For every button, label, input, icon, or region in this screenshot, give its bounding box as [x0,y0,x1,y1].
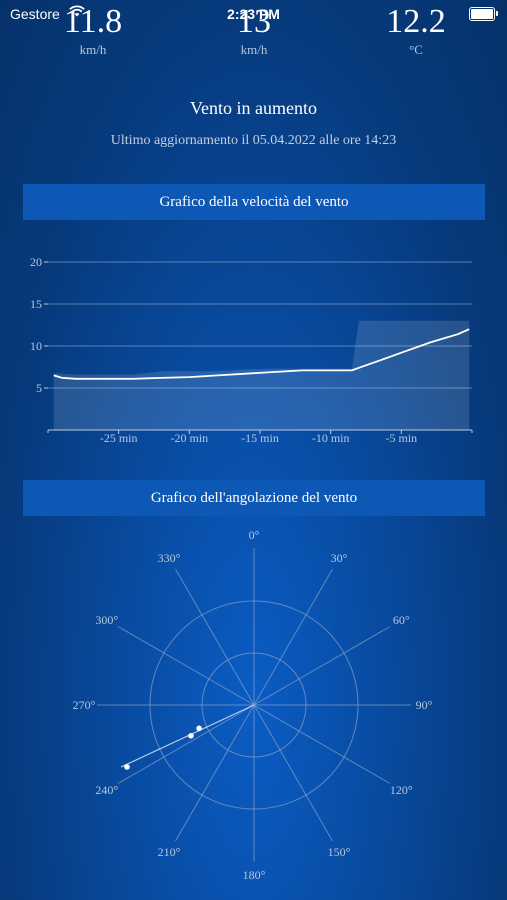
angle-label: 330° [158,551,181,565]
last-update-text: Ultimo aggiornamento il 05.04.2022 alle … [110,133,397,148]
direction-point [196,725,202,732]
metric-unit: °C [409,42,423,57]
carrier-label: Gestore [10,6,60,22]
angle-label: 0° [249,530,260,542]
direction-point [124,764,130,770]
polar-spoke [253,704,333,842]
metric-value: 11.8 [63,3,123,40]
battery-icon [469,7,498,21]
status-time: 2:23 PM [227,6,280,22]
x-tick-label: -20 min [170,431,208,445]
y-tick-label: 15 [30,297,42,311]
angle-label: 120° [390,783,413,797]
angle-label: 210° [158,845,181,859]
direction-chart: 0° 30° 60° 90° 120° 150° 180° 210° 240° 270° 300° 3… [73,530,433,882]
metric-unit: km/h [240,42,268,57]
y-tick-label: 10 [30,339,42,353]
polar-spoke [175,704,255,842]
wifi-icon [68,4,86,21]
polar-spoke [253,704,391,784]
x-tick-label: -10 min [312,431,350,445]
angle-label: 270° [73,698,96,712]
direction-chart-header: Grafico dell'angolazione del vento [23,480,485,516]
metric-unit: km/h [79,42,107,57]
angle-label: 30° [331,551,348,565]
metric-current-speed: 11.8 km/h [33,2,153,58]
angle-label: 90° [416,698,433,712]
metric-gust-speed: 13 km/h [194,2,314,58]
gust-area [53,320,470,430]
angle-label: 300° [95,613,118,627]
metric-value: 12.2 [386,3,446,40]
polar-spoke [253,626,391,706]
speed-chart-header: Grafico della velocità del vento [23,184,485,220]
direction-trend-line [120,704,255,768]
x-tick-label: -25 min [100,431,138,445]
angle-label: 240° [95,783,118,797]
polar-spoke [175,568,255,706]
direction-point [188,732,194,739]
direction-chart-title: Grafico dell'angolazione del vento [150,489,358,506]
polar-spoke [117,704,255,784]
speed-line [53,328,470,380]
metric-temperature: 12.2 °C [356,2,476,58]
y-tick-label: 20 [30,255,42,269]
angle-label: 180° [243,868,266,882]
polar-spoke [253,568,333,706]
x-tick-label: -5 min [385,431,417,445]
angle-label: 60° [393,613,410,627]
trend-text: Vento in aumento [190,98,317,118]
x-tick-label: -15 min [241,431,279,445]
speed-chart: 5 10 15 20 -25 min -20 min -15 min -10 min -5 mi… [30,255,473,445]
metric-value: 13 [237,3,271,40]
angle-label: 150° [328,845,351,859]
y-tick-label: 5 [36,381,42,395]
speed-chart-title: Grafico della velocità del vento [159,193,349,210]
status-bar: Gestore 2:23 PM [0,0,507,28]
polar-spoke [117,626,255,706]
